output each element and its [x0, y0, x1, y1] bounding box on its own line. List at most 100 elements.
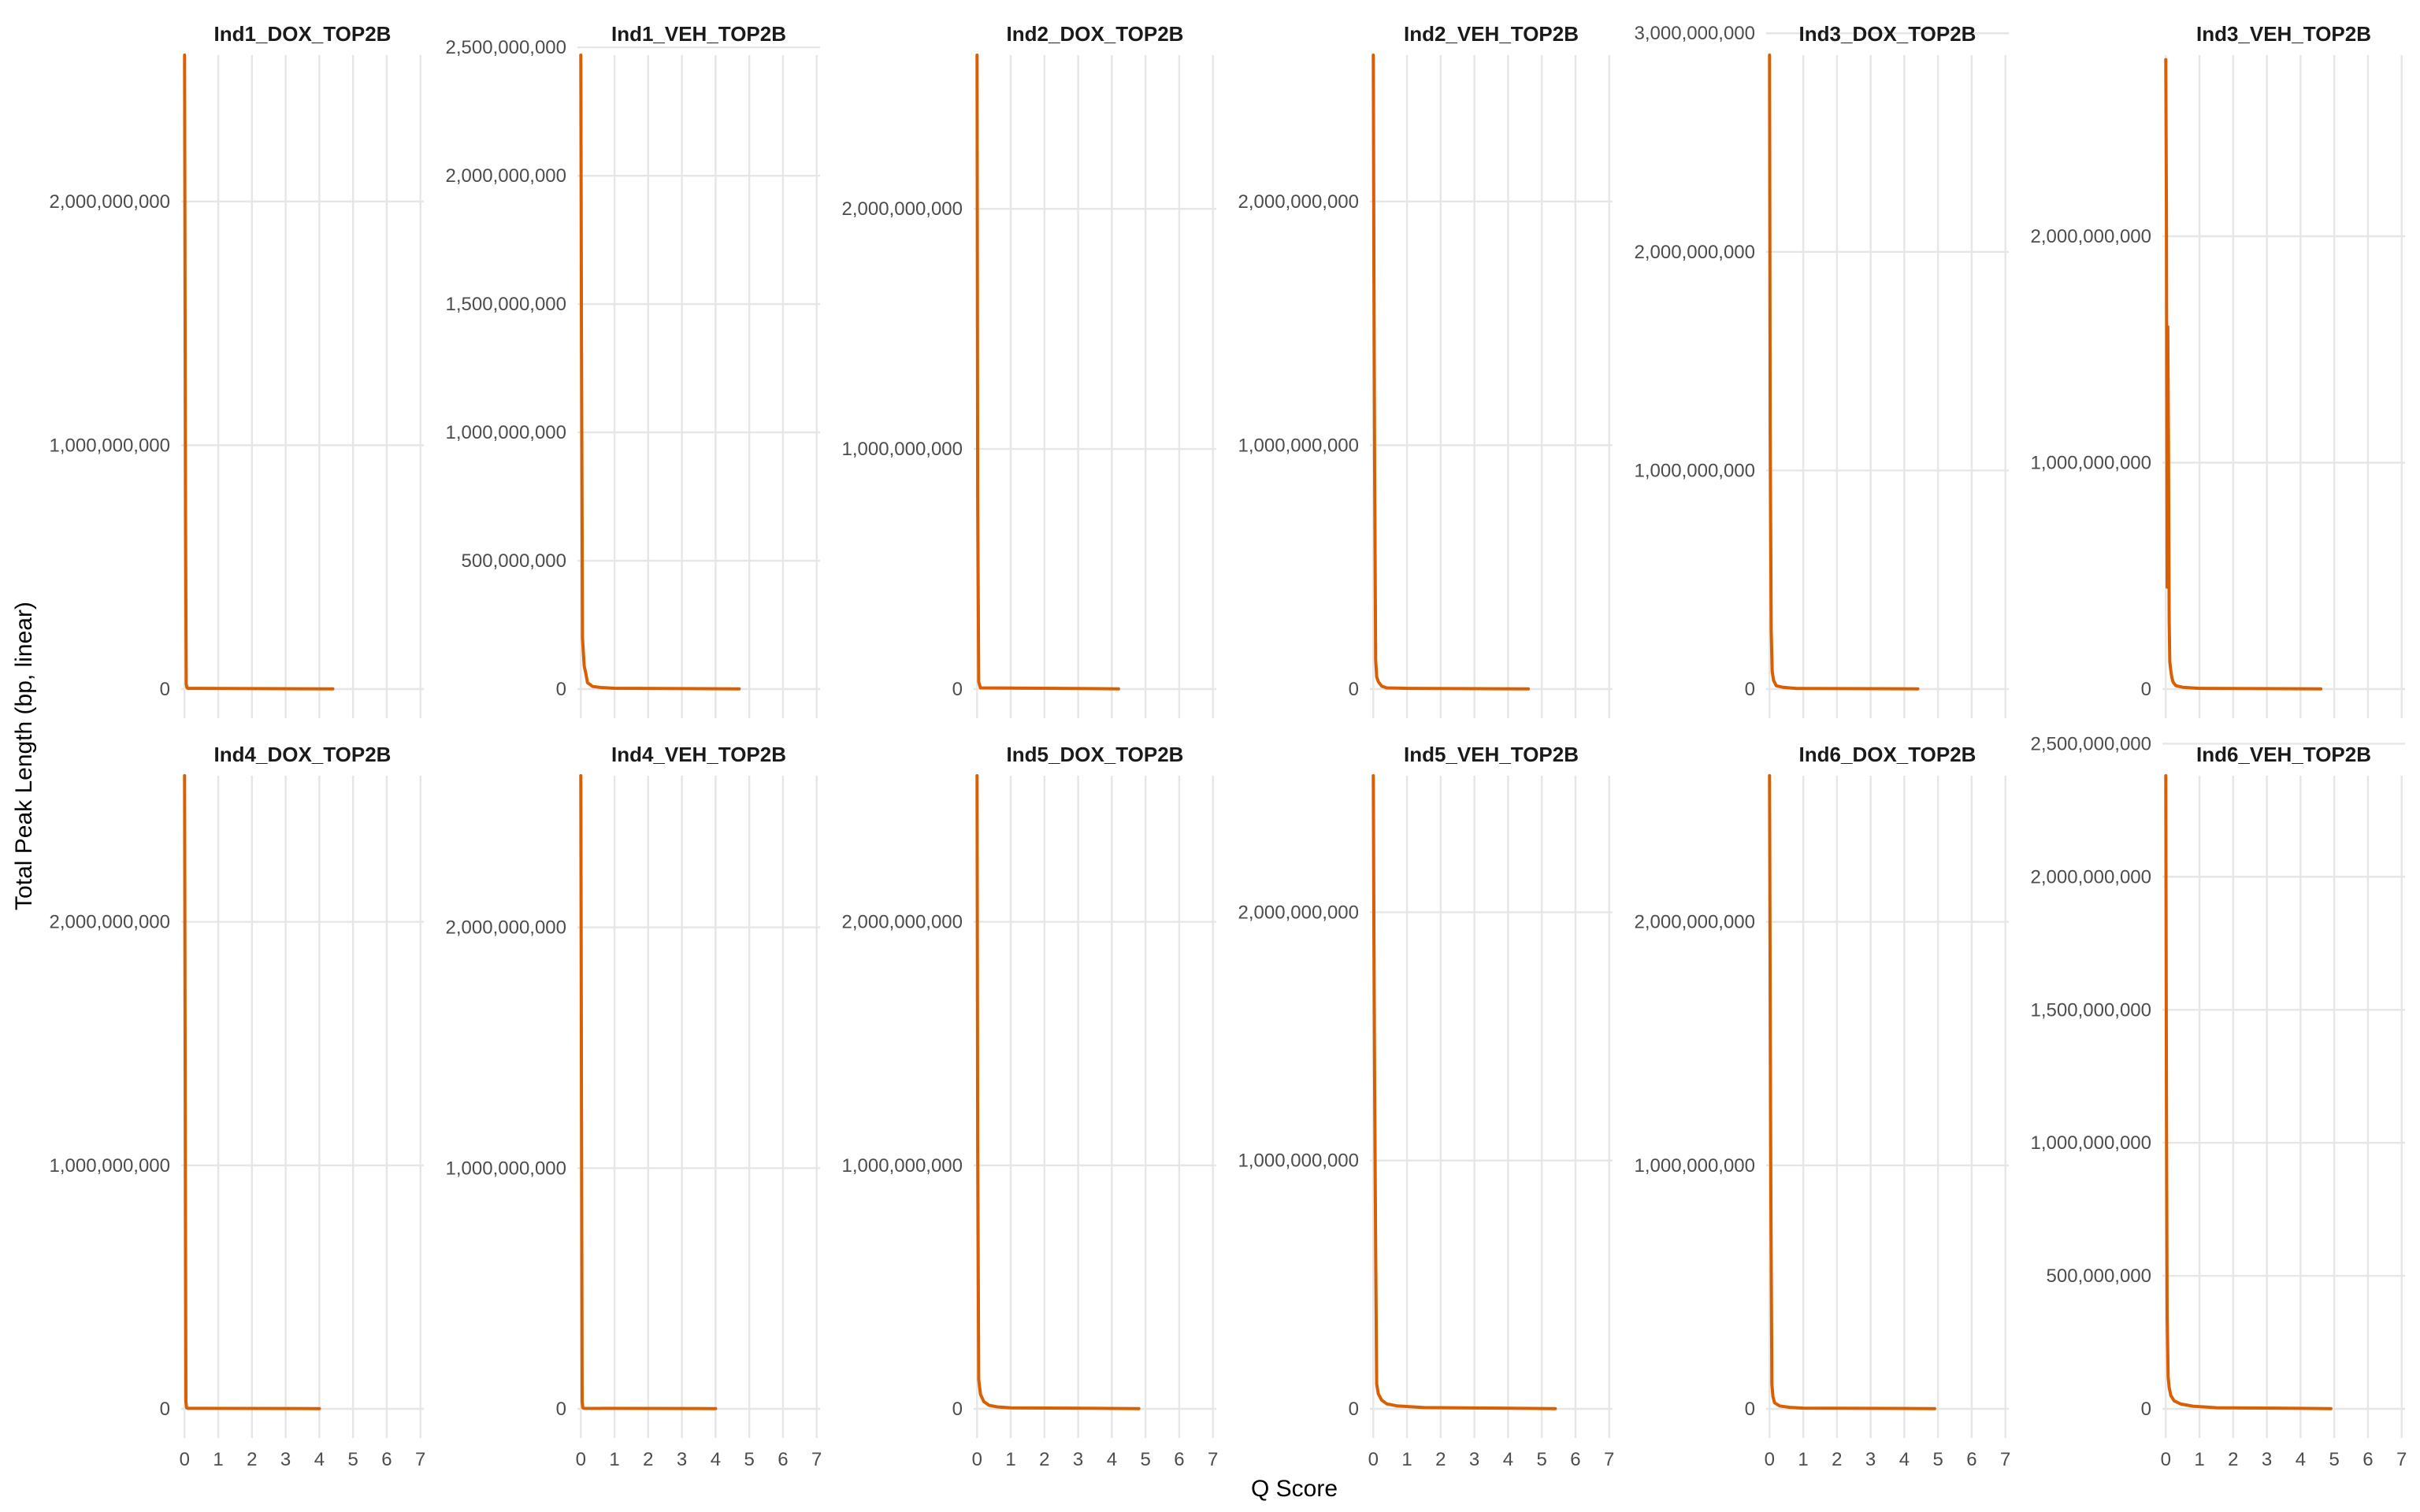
- x-tick-label: 2: [2228, 1449, 2238, 1470]
- x-tick-label: 0: [972, 1449, 982, 1470]
- facet-title: Ind2_DOX_TOP2B: [1007, 22, 1184, 46]
- series-line: [1371, 54, 1531, 691]
- x-tick-label: 6: [381, 1449, 392, 1470]
- x-tick-label: 4: [2296, 1449, 2306, 1470]
- facet-panel: 0 1,000,000,000 2,000,000,000 Ind2_VEH_TOP2…: [1238, 22, 1613, 718]
- series-line: [975, 54, 1120, 691]
- y-tick-label: 0: [952, 1399, 963, 1420]
- series-line: [975, 774, 1141, 1410]
- facet-title: Ind4_DOX_TOP2B: [214, 743, 392, 766]
- x-tick-label: 3: [280, 1449, 291, 1470]
- x-tick-label: 6: [778, 1449, 788, 1470]
- facet-title: Ind5_VEH_TOP2B: [1404, 743, 1579, 766]
- y-tick-label: 2,000,000,000: [446, 917, 566, 939]
- x-tick-label: 2: [643, 1449, 653, 1470]
- x-tick-label: 6: [2362, 1449, 2373, 1470]
- y-tick-label: 1,000,000,000: [1635, 460, 1755, 481]
- y-tick-label: 1,000,000,000: [1238, 435, 1359, 456]
- y-tick-label: 500,000,000: [2047, 1266, 2151, 1287]
- y-tick-label: 2,000,000,000: [1635, 912, 1755, 933]
- x-tick-label: 4: [711, 1449, 721, 1470]
- series-line: [1768, 774, 1936, 1410]
- x-tick-label: 4: [314, 1449, 325, 1470]
- x-tick-label: 1: [1005, 1449, 1015, 1470]
- y-tick-label: 1,000,000,000: [2031, 453, 2151, 474]
- x-tick-label: 0: [576, 1449, 586, 1470]
- x-tick-label: 5: [744, 1449, 754, 1470]
- y-tick-label: 1,000,000,000: [842, 439, 963, 460]
- x-tick-label: 0: [2161, 1449, 2171, 1470]
- series-line: [1768, 54, 1920, 691]
- facet-title: Ind3_DOX_TOP2B: [1799, 22, 1976, 46]
- x-tick-label: 7: [415, 1449, 425, 1470]
- x-tick-label: 1: [2194, 1449, 2204, 1470]
- facet-title: Ind4_VEH_TOP2B: [611, 743, 786, 766]
- facet-title: Ind3_VEH_TOP2B: [2196, 22, 2371, 46]
- y-tick-label: 2,000,000,000: [1238, 191, 1359, 213]
- facet-title: Ind6_DOX_TOP2B: [1799, 743, 1976, 766]
- x-tick-label: 7: [811, 1449, 822, 1470]
- series-line: [1371, 774, 1557, 1410]
- x-tick-label: 6: [1174, 1449, 1184, 1470]
- y-tick-label: 2,000,000,000: [50, 912, 170, 933]
- x-tick-label: 3: [677, 1449, 687, 1470]
- series-line: [183, 54, 335, 691]
- y-tick-label: 1,000,000,000: [446, 422, 566, 443]
- y-tick-label: 2,000,000,000: [1238, 902, 1359, 923]
- y-tick-label: 0: [556, 679, 566, 700]
- x-tick-label: 4: [1107, 1449, 1117, 1470]
- series-line: [183, 774, 321, 1410]
- series-line: [579, 54, 741, 691]
- facet-panel: 0 1,000,000,000 2,000,000,000 Ind2_DOX_TOP2…: [842, 22, 1216, 718]
- y-tick-label: 0: [160, 1399, 170, 1420]
- y-tick-label: 3,000,000,000: [1635, 23, 1755, 44]
- facet-panel: 0 1,000,000,000 2,000,000,000 Ind5_DOX_TOP2…: [842, 743, 1219, 1470]
- x-tick-label: 1: [213, 1449, 223, 1470]
- x-tick-label: 0: [180, 1449, 190, 1470]
- x-tick-label: 4: [1899, 1449, 1910, 1470]
- facet-panel: 0 1,000,000,000 2,000,000,000 3,000,000,000…: [1635, 22, 2009, 718]
- x-tick-label: 1: [609, 1449, 619, 1470]
- facet-panel: 0 1,000,000,000 2,000,000,000 Ind5_VEH_TOP2…: [1238, 743, 1615, 1470]
- x-tick-label: 5: [347, 1449, 358, 1470]
- y-tick-label: 1,500,000,000: [446, 294, 566, 315]
- x-tick-label: 7: [1208, 1449, 1218, 1470]
- x-tick-label: 4: [1503, 1449, 1513, 1470]
- x-tick-label: 2: [247, 1449, 257, 1470]
- series-line: [2164, 57, 2323, 691]
- y-tick-label: 1,000,000,000: [2031, 1132, 2151, 1154]
- x-tick-label: 2: [1435, 1449, 1446, 1470]
- x-tick-label: 7: [1604, 1449, 1614, 1470]
- y-tick-label: 1,000,000,000: [446, 1158, 566, 1179]
- facet-title: Ind6_VEH_TOP2B: [2196, 743, 2371, 766]
- y-tick-label: 0: [160, 679, 170, 700]
- y-tick-label: 2,000,000,000: [446, 165, 566, 187]
- y-tick-label: 1,000,000,000: [50, 435, 170, 456]
- facet-panel: 0 1,000,000,000 2,000,000,000 Ind3_VEH_TOP2…: [2031, 22, 2405, 718]
- x-tick-label: 3: [1865, 1449, 1876, 1470]
- facets-layer: 0 1,000,000,000 2,000,000,000 Ind1_DOX_TOP2…: [50, 22, 2407, 1470]
- y-tick-label: 500,000,000: [462, 550, 566, 572]
- x-tick-label: 5: [1932, 1449, 1943, 1470]
- x-tick-label: 1: [1401, 1449, 1412, 1470]
- x-tick-label: 2: [1832, 1449, 1842, 1470]
- y-axis-title: Total Peak Length (bp, linear): [11, 602, 37, 910]
- series-line: [579, 774, 718, 1410]
- y-tick-label: 1,000,000,000: [1635, 1155, 1755, 1177]
- facet-panel: 0 500,000,000 1,000,000,000 1,500,000,000 2,…: [2031, 733, 2407, 1470]
- x-tick-label: 7: [2396, 1449, 2407, 1470]
- y-tick-label: 2,000,000,000: [2031, 866, 2151, 888]
- x-tick-label: 6: [1966, 1449, 1976, 1470]
- facet-panel: 0 1,000,000,000 2,000,000,000 Ind4_VEH_TOP2…: [446, 743, 822, 1470]
- y-tick-label: 2,000,000,000: [50, 191, 170, 213]
- x-tick-label: 6: [1570, 1449, 1580, 1470]
- y-tick-label: 1,000,000,000: [50, 1155, 170, 1177]
- y-tick-label: 2,500,000,000: [446, 37, 566, 58]
- y-tick-label: 0: [1349, 1399, 1359, 1420]
- x-tick-label: 0: [1765, 1449, 1775, 1470]
- y-tick-label: 0: [2141, 679, 2151, 700]
- y-tick-label: 1,000,000,000: [1238, 1151, 1359, 1172]
- y-tick-label: 2,500,000,000: [2031, 733, 2151, 754]
- series-line: [2164, 774, 2333, 1410]
